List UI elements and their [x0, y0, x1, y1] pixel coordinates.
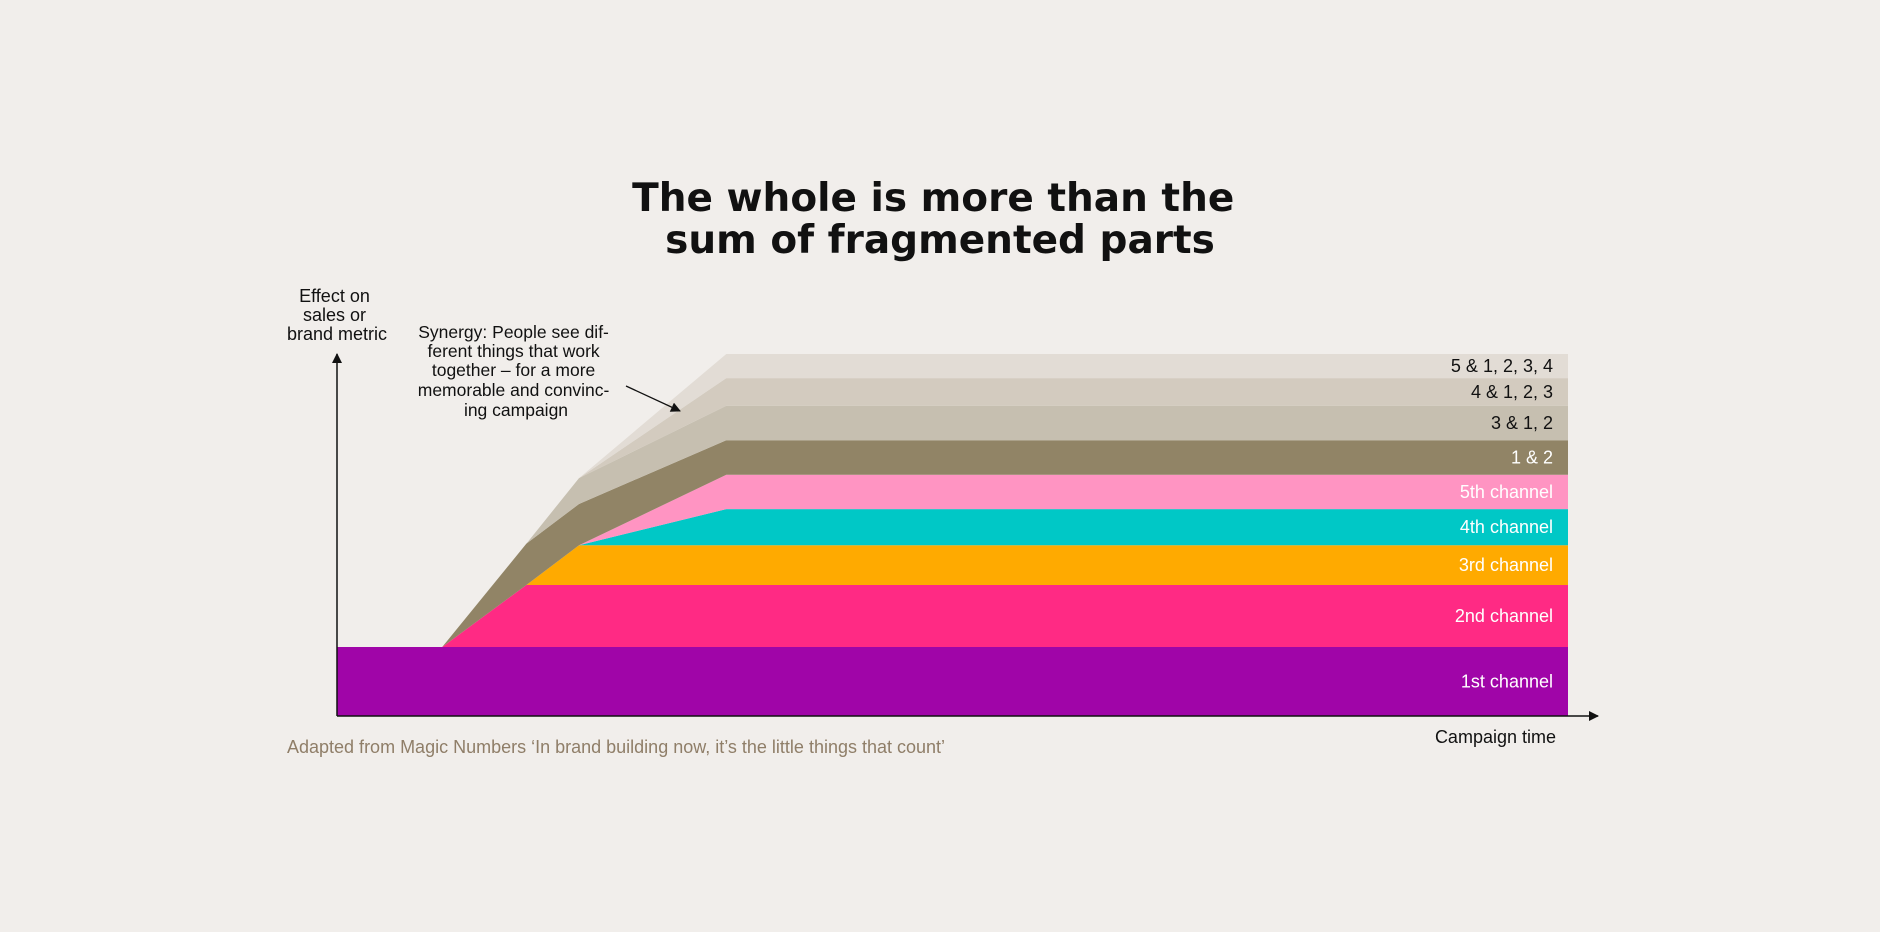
layer-7 [337, 405, 1568, 647]
layer-label-2: 2nd channel [1455, 606, 1553, 626]
annotation-line-5: ing campaign [464, 400, 568, 420]
y-axis-label-line-3: brand metric [287, 324, 387, 344]
layer-labels: 1st channel 2nd channel 3rd channel 4th cha… [1451, 356, 1553, 691]
annotation-line-1: Synergy: People see dif- [418, 322, 609, 342]
chart-title-line-2: sum of fragmented parts [665, 218, 1215, 263]
layer-label-4: 4th channel [1460, 517, 1553, 537]
stacked-layers [337, 354, 1568, 716]
y-axis-label-line-1: Effect on [299, 286, 370, 306]
annotation-line-2: ferent things that work [427, 341, 599, 361]
layer-label-7: 3 & 1, 2 [1491, 413, 1553, 433]
y-axis-label-line-2: sales or [303, 305, 366, 325]
layer-5 [337, 474, 1568, 647]
layer-label-8: 4 & 1, 2, 3 [1471, 382, 1553, 402]
annotation-line-3: together – for a more [432, 360, 595, 380]
layer-8 [337, 378, 1568, 647]
layer-label-1: 1st channel [1461, 672, 1553, 692]
chart-title: The whole is more than the sum of fragme… [632, 176, 1248, 263]
layer-label-9: 5 & 1, 2, 3, 4 [1451, 356, 1553, 376]
layer-6 [337, 440, 1568, 647]
synergy-annotation: Synergy: People see dif- ferent things t… [418, 322, 615, 420]
layer-label-6: 1 & 2 [1511, 447, 1553, 467]
y-axis-label: Effect on sales or brand metric [287, 286, 387, 344]
layer-label-3: 3rd channel [1459, 555, 1553, 575]
layer-2 [337, 585, 1568, 647]
layer-1 [337, 647, 1568, 716]
chart-title-line-1: The whole is more than the [632, 176, 1234, 221]
layer-4 [337, 509, 1568, 647]
annotation-arrow [625, 385, 681, 412]
layer-3 [337, 545, 1568, 647]
source-note: Adapted from Magic Numbers ‘In brand bui… [287, 737, 945, 757]
annotation-line-4: memorable and convinc- [418, 380, 610, 400]
layer-label-5: 5th channel [1460, 482, 1553, 502]
x-axis-label: Campaign time [1435, 727, 1556, 747]
layer-9 [337, 354, 1568, 647]
